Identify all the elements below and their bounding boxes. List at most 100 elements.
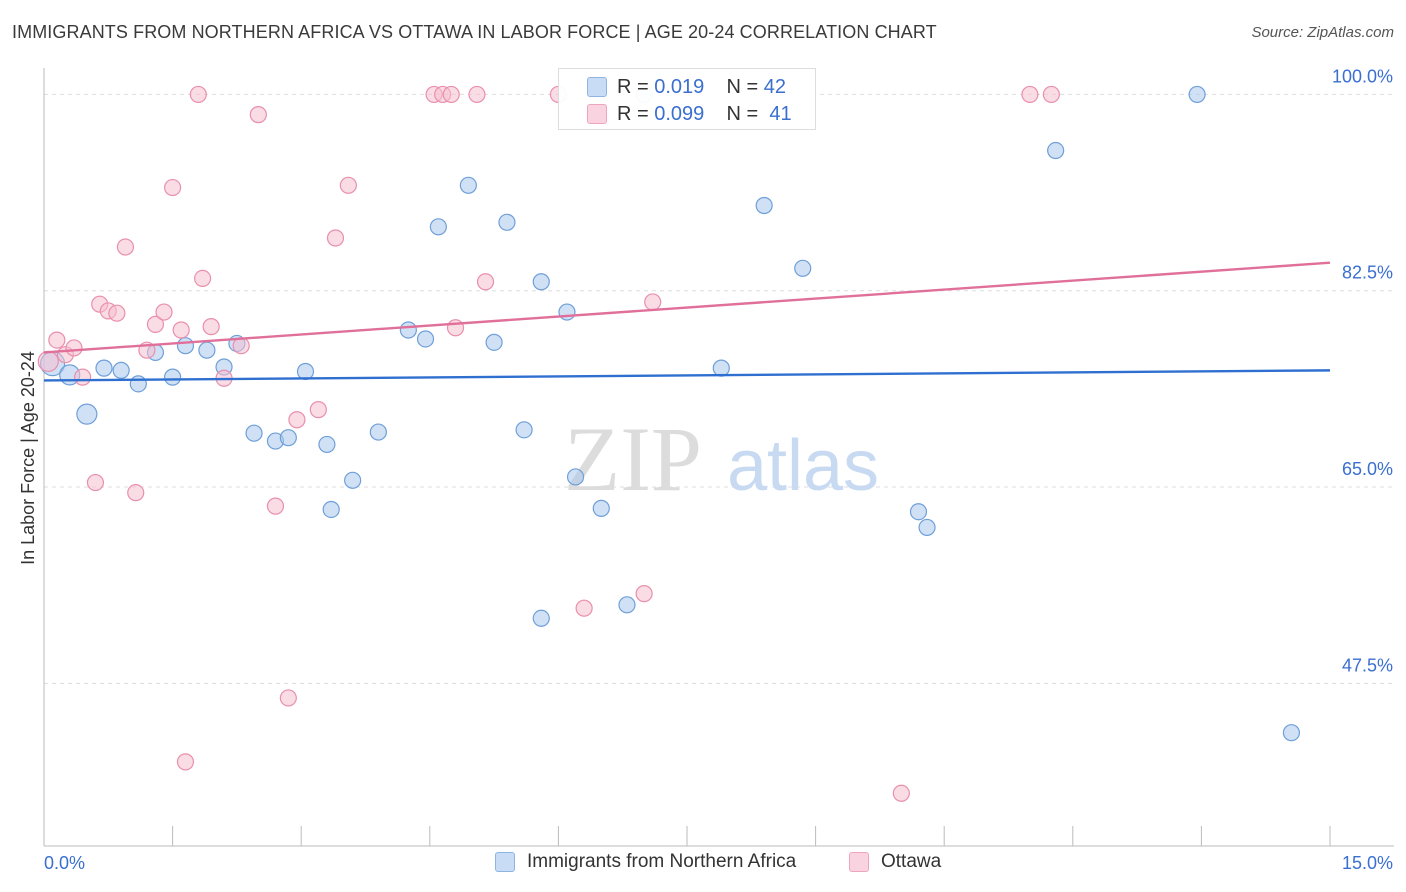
pink-point [892,784,910,802]
blue-point [909,503,928,521]
blue-point [566,468,585,486]
chart-title: IMMIGRANTS FROM NORTHERN AFRICA VS OTTAW… [12,22,937,42]
trend-line-ottawa [43,261,1331,354]
pink-point [176,753,195,771]
blue-point [296,362,315,381]
pink-point [339,176,357,194]
blue-point [459,176,477,194]
pink-point [279,689,297,707]
r-label: R = [617,102,649,125]
blue-point [755,196,773,215]
r-label: R = [617,75,649,98]
stats-row-blue: R = 0.019 N = 42 [617,74,786,100]
legend-item-immigrants: Immigrants from Northern Africa [495,851,796,873]
blue-point [176,337,195,355]
stats-swatch-blue [587,77,607,97]
legend-swatch-blue [495,852,515,872]
legend-swatch-pink [849,852,869,872]
y-tick-label: 100.0% [1332,66,1393,86]
trend-lines [43,261,1331,382]
stats-legend: R = 0.019 N = 42 R = 0.099 N = 41 [558,68,816,130]
blue-point [76,403,98,425]
legend-label-ottawa: Ottawa [881,851,942,872]
blue-point [532,273,550,291]
pink-point [442,85,460,104]
n-label: N = [726,102,759,125]
pink-point [146,315,165,333]
legend-label-immigrants: Immigrants from Northern Africa [527,851,797,872]
n-label: N = [726,75,759,98]
blue-point [1282,724,1301,742]
stats-row-pink: R = 0.099 N = 41 [617,101,792,127]
y-tick-label: 82.5% [1342,263,1393,283]
blue-point [369,423,387,441]
y-tick-label: 47.5% [1342,655,1393,675]
blue-point [322,500,340,519]
blue-point [198,341,216,359]
trend-line-immigrants [43,369,1331,382]
blue-point [515,421,533,439]
blue-point [618,596,636,614]
blue-point [532,609,550,627]
pink-point [266,497,285,515]
blue-point [318,435,336,454]
pink-point [326,229,345,247]
watermark: ZIP atlas [564,408,879,510]
blue-point [712,359,730,377]
axes: 47.5% 65.0% 82.5% 100.0% 0.0% 15.0% [43,66,1394,873]
data-points [37,85,1301,802]
pink-point [309,401,327,419]
pink-point [127,484,145,502]
pink-point [108,304,126,322]
pink-point [288,411,306,429]
pink-point [116,238,135,256]
pink-point [86,473,105,492]
blue-point [592,499,610,517]
blue-point [245,424,263,442]
pink-point [468,85,486,104]
blue-point [918,518,936,537]
blue-point [558,303,576,321]
pink-point [73,368,92,386]
blue-point [485,333,503,351]
pink-point [202,318,220,336]
blue-point [794,259,812,277]
pink-point [644,293,662,311]
blue-point [1188,85,1206,104]
pink-point [249,106,267,124]
pink-point [575,599,593,617]
blue-point [129,375,147,393]
watermark-zip: ZIP [564,408,702,510]
pink-point [1042,85,1060,104]
grid-lines [44,93,1396,684]
bottom-legend: Immigrants from Northern Africa Ottawa [0,851,1406,877]
n-value: 41 [769,102,792,125]
y-axis-label: In Labor Force | Age 20-24 [18,351,38,565]
legend-item-ottawa: Ottawa [849,851,941,873]
pink-point [155,303,173,321]
y-tick-label: 65.0% [1342,459,1393,479]
blue-point [429,218,447,236]
n-value: 42 [763,75,787,98]
pink-point [65,339,83,357]
blue-point [112,361,130,379]
watermark-atlas: atlas [727,426,879,506]
blue-point [344,471,362,489]
r-value: 0.019 [654,75,705,98]
blue-point [95,359,113,377]
pink-point [37,350,59,373]
x-tick-label-max: 15.0% [1342,853,1393,873]
source-credit: Source: ZipAtlas.com [1251,24,1394,41]
blue-point [164,368,182,386]
pink-point [1021,85,1039,104]
blue-point [399,321,417,339]
pink-point [476,273,495,291]
blue-point [1047,141,1065,160]
pink-point [172,321,190,339]
blue-point [498,213,516,231]
stats-swatch-pink [587,104,607,124]
pink-point [194,269,212,287]
pink-point [48,331,66,349]
pink-point [164,178,182,197]
